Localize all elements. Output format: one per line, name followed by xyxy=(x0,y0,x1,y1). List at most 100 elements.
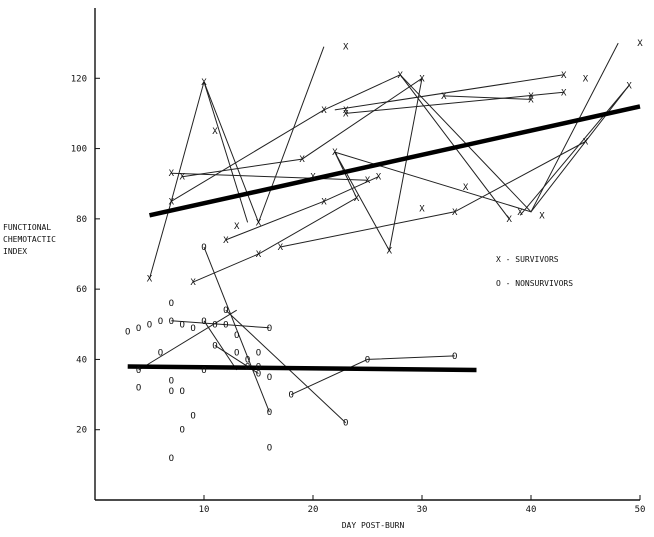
nonsurvivor-point: O xyxy=(223,320,228,330)
legend-nonsurvivors: O - NONSURVIVORS xyxy=(496,279,573,288)
survivor-point: X xyxy=(343,106,349,116)
nonsurvivor-point: O xyxy=(190,412,195,422)
survivor-point: X xyxy=(463,183,469,193)
y-tick-label: 120 xyxy=(71,74,87,84)
survivor-connection-line xyxy=(334,74,564,111)
nonsurvivor-point: O xyxy=(169,317,174,327)
survivor-point: X xyxy=(626,81,632,91)
survivor-point: X xyxy=(332,148,338,158)
survivor-point: X xyxy=(387,246,393,256)
nonsurvivor-point: O xyxy=(256,348,261,358)
nonsurvivor-point: O xyxy=(234,331,239,341)
nonsurvivor-point: O xyxy=(267,408,272,418)
x-tick-label: 30 xyxy=(417,505,428,515)
trend-line-nonsurvivors xyxy=(127,364,477,373)
connection-lines xyxy=(138,42,630,424)
nonsurvivor-point: O xyxy=(212,341,217,351)
survivor-point: X xyxy=(583,138,589,148)
survivor-point: X xyxy=(561,88,567,98)
y-axis-label-line-1: FUNCTIONAL xyxy=(3,223,51,232)
nonsurvivor-connection-line xyxy=(171,320,270,329)
nonsurvivor-connection-line xyxy=(290,355,455,396)
nonsurvivor-point: O xyxy=(245,355,250,365)
legend-survivors: X - SURVIVORS xyxy=(496,255,559,264)
nonsurvivor-point: O xyxy=(212,320,217,330)
survivor-connection-line xyxy=(334,84,630,216)
nonsurvivor-point: O xyxy=(169,299,174,309)
nonsurvivor-point: O xyxy=(136,324,141,334)
survivor-connection-line xyxy=(399,42,619,213)
nonsurvivor-point: O xyxy=(223,306,228,316)
x-axis-label: DAY POST-BURN xyxy=(342,521,405,530)
nonsurvivor-point: O xyxy=(343,419,348,429)
survivor-point: X xyxy=(256,250,262,260)
x-tick-label: 40 xyxy=(526,505,537,515)
nonsurvivor-point: O xyxy=(201,317,206,327)
nonsurvivor-point: O xyxy=(365,355,370,365)
nonsurvivor-point: O xyxy=(256,369,261,379)
survivor-connection-line xyxy=(345,91,564,114)
nonsurvivor-point: O xyxy=(267,373,272,383)
survivor-point: X xyxy=(169,197,175,207)
survivor-point: X xyxy=(223,236,229,246)
nonsurvivor-point: O xyxy=(201,366,206,376)
y-tick-label: 80 xyxy=(76,215,87,225)
survivor-point: X xyxy=(147,275,153,285)
survivor-point: X xyxy=(343,43,349,53)
survivor-point: X xyxy=(637,39,643,49)
nonsurvivor-point: O xyxy=(158,317,163,327)
survivor-point: X xyxy=(169,169,175,179)
y-tick-label: 60 xyxy=(76,285,87,295)
x-tick-label: 50 xyxy=(635,505,646,515)
survivor-connection-line xyxy=(443,95,532,100)
nonsurvivor-point: O xyxy=(136,366,141,376)
survivor-connection-line xyxy=(225,176,379,241)
labels: FUNCTIONAL CHEMOTACTIC INDEX DAY POST-BU… xyxy=(3,223,573,530)
y-axis-label-line-2: CHEMOTACTIC xyxy=(3,235,56,244)
survivor-point: X xyxy=(354,194,360,204)
survivor-point: X xyxy=(299,155,305,165)
nonsurvivor-connection-line xyxy=(203,320,238,371)
nonsurvivor-connection-line xyxy=(138,309,237,371)
survivor-point: X xyxy=(310,173,316,183)
nonsurvivor-point: O xyxy=(288,391,293,401)
survivor-connection-line xyxy=(171,172,368,181)
nonsurvivor-point: O xyxy=(267,324,272,334)
trend-line-survivors xyxy=(149,104,641,218)
survivor-point: X xyxy=(561,71,567,81)
nonsurvivor-point: O xyxy=(125,327,130,337)
axes: 10 20 30 40 50 20 40 60 80 100 120 xyxy=(71,8,646,515)
survivor-point: X xyxy=(452,208,458,218)
survivor-point: X xyxy=(234,222,240,232)
y-tick-label: 20 xyxy=(76,426,87,436)
y-axis-label-line-3: INDEX xyxy=(3,247,27,256)
survivor-point: X xyxy=(343,109,349,119)
nonsurvivor-point: O xyxy=(256,362,261,372)
survivor-point: X xyxy=(528,92,534,102)
y-tick-label: 40 xyxy=(76,355,87,365)
survivor-point: X xyxy=(506,215,512,225)
survivor-point: X xyxy=(583,74,589,84)
survivor-point: X xyxy=(539,211,545,221)
nonsurvivor-point: O xyxy=(179,426,184,436)
nonsurvivor-point: O xyxy=(452,352,457,362)
survivor-point: X xyxy=(441,92,447,102)
survivor-point: X xyxy=(212,127,218,137)
nonsurvivor-point: O xyxy=(234,348,239,358)
survivor-point: X xyxy=(321,106,327,116)
survivor-point: X xyxy=(517,208,523,218)
nonsurvivor-connection-line xyxy=(203,246,270,413)
survivor-point: X xyxy=(397,71,403,81)
survivor-point: X xyxy=(365,176,371,186)
nonsurvivor-point: O xyxy=(169,454,174,464)
survivor-connection-line xyxy=(203,81,249,223)
survivor-point: X xyxy=(179,173,185,183)
x-tick-label: 10 xyxy=(199,505,210,515)
survivor-connection-line xyxy=(182,77,423,283)
nonsurvivor-point: O xyxy=(245,362,250,372)
trend-lines xyxy=(127,104,641,373)
y-tick-label: 100 xyxy=(71,145,87,155)
survivor-connection-line xyxy=(280,141,586,248)
nonsurvivor-point: O xyxy=(201,243,206,253)
